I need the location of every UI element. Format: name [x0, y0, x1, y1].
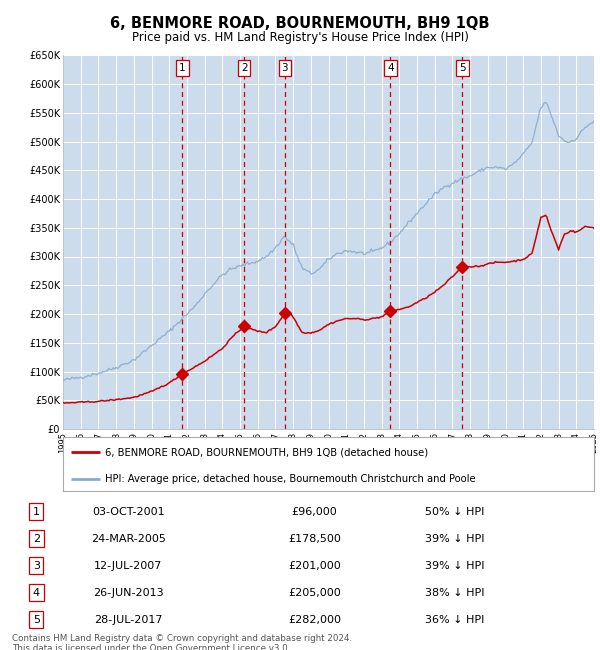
Text: Contains HM Land Registry data © Crown copyright and database right 2024.
This d: Contains HM Land Registry data © Crown c… [12, 634, 352, 650]
Bar [63, 55, 182, 429]
Text: 4: 4 [387, 63, 394, 73]
Text: 1: 1 [179, 63, 186, 73]
Text: 39% ↓ HPI: 39% ↓ HPI [425, 534, 484, 543]
Text: £96,000: £96,000 [292, 506, 338, 517]
Text: 3: 3 [281, 63, 288, 73]
Bar [390, 55, 463, 429]
Text: 4: 4 [33, 588, 40, 597]
Text: 38% ↓ HPI: 38% ↓ HPI [425, 588, 484, 597]
Text: 03-OCT-2001: 03-OCT-2001 [92, 506, 165, 517]
Bar [463, 55, 594, 429]
Text: 26-JUN-2013: 26-JUN-2013 [93, 588, 164, 597]
Text: £178,500: £178,500 [288, 534, 341, 543]
Text: 5: 5 [459, 63, 466, 73]
Text: £282,000: £282,000 [288, 615, 341, 625]
Text: 2: 2 [241, 63, 247, 73]
Text: 12-JUL-2007: 12-JUL-2007 [94, 560, 163, 571]
Text: HPI: Average price, detached house, Bournemouth Christchurch and Poole: HPI: Average price, detached house, Bour… [106, 474, 476, 484]
Text: £205,000: £205,000 [288, 588, 341, 597]
Text: 39% ↓ HPI: 39% ↓ HPI [425, 560, 484, 571]
Text: 3: 3 [33, 560, 40, 571]
Text: 28-JUL-2017: 28-JUL-2017 [94, 615, 163, 625]
Text: £201,000: £201,000 [288, 560, 341, 571]
Text: 50% ↓ HPI: 50% ↓ HPI [425, 506, 484, 517]
Text: 24-MAR-2005: 24-MAR-2005 [91, 534, 166, 543]
Text: 1: 1 [33, 506, 40, 517]
Text: Price paid vs. HM Land Registry's House Price Index (HPI): Price paid vs. HM Land Registry's House … [131, 31, 469, 44]
Bar [244, 55, 285, 429]
Text: 5: 5 [33, 615, 40, 625]
Bar [182, 55, 244, 429]
Text: 2: 2 [33, 534, 40, 543]
Text: 6, BENMORE ROAD, BOURNEMOUTH, BH9 1QB (detached house): 6, BENMORE ROAD, BOURNEMOUTH, BH9 1QB (d… [106, 447, 428, 458]
Text: 6, BENMORE ROAD, BOURNEMOUTH, BH9 1QB: 6, BENMORE ROAD, BOURNEMOUTH, BH9 1QB [110, 16, 490, 31]
Text: 36% ↓ HPI: 36% ↓ HPI [425, 615, 484, 625]
Bar [285, 55, 390, 429]
